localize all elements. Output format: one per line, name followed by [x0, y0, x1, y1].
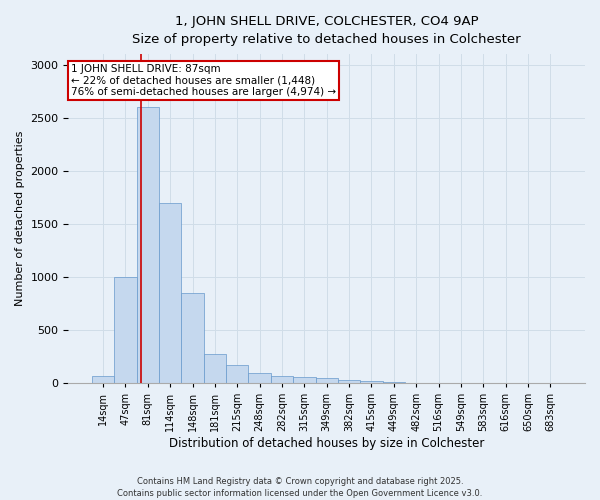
Text: Contains HM Land Registry data © Crown copyright and database right 2025.
Contai: Contains HM Land Registry data © Crown c…: [118, 476, 482, 498]
Bar: [293, 377, 316, 383]
Text: 1 JOHN SHELL DRIVE: 87sqm
← 22% of detached houses are smaller (1,448)
76% of se: 1 JOHN SHELL DRIVE: 87sqm ← 22% of detac…: [71, 64, 336, 97]
Bar: [271, 376, 293, 383]
Bar: [338, 380, 360, 383]
Bar: [383, 382, 405, 383]
Title: 1, JOHN SHELL DRIVE, COLCHESTER, CO4 9AP
Size of property relative to detached h: 1, JOHN SHELL DRIVE, COLCHESTER, CO4 9AP…: [133, 15, 521, 46]
Bar: [204, 354, 226, 383]
Bar: [159, 202, 181, 383]
Bar: [427, 382, 450, 383]
X-axis label: Distribution of detached houses by size in Colchester: Distribution of detached houses by size …: [169, 437, 484, 450]
Bar: [137, 107, 159, 383]
Y-axis label: Number of detached properties: Number of detached properties: [15, 131, 25, 306]
Bar: [92, 376, 114, 383]
Bar: [405, 382, 427, 383]
Bar: [114, 277, 137, 383]
Bar: [316, 378, 338, 383]
Bar: [248, 374, 271, 383]
Bar: [226, 365, 248, 383]
Bar: [360, 382, 383, 383]
Bar: [181, 293, 204, 383]
